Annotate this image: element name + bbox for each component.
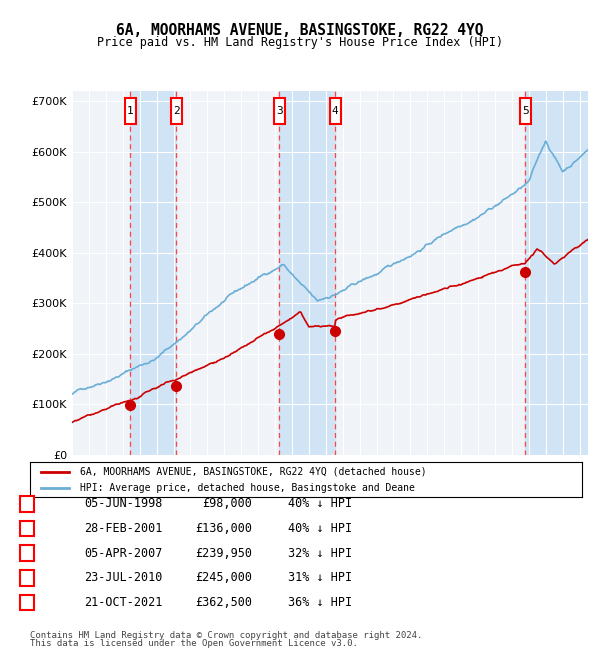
FancyBboxPatch shape bbox=[329, 98, 341, 124]
Text: £98,000: £98,000 bbox=[202, 497, 252, 510]
Text: Contains HM Land Registry data © Crown copyright and database right 2024.: Contains HM Land Registry data © Crown c… bbox=[30, 631, 422, 640]
Text: 2: 2 bbox=[23, 523, 31, 534]
Bar bbox=[130, 91, 176, 455]
Text: Price paid vs. HM Land Registry's House Price Index (HPI): Price paid vs. HM Land Registry's House … bbox=[97, 36, 503, 49]
Bar bbox=[280, 91, 335, 455]
Text: 4: 4 bbox=[332, 106, 338, 116]
Text: £239,950: £239,950 bbox=[195, 547, 252, 560]
Text: 05-JUN-1998: 05-JUN-1998 bbox=[84, 497, 163, 510]
Text: 31% ↓ HPI: 31% ↓ HPI bbox=[288, 571, 352, 584]
Text: 3: 3 bbox=[23, 548, 31, 558]
Text: 3: 3 bbox=[276, 106, 283, 116]
Text: 21-OCT-2021: 21-OCT-2021 bbox=[84, 596, 163, 609]
Text: 05-APR-2007: 05-APR-2007 bbox=[84, 547, 163, 560]
Text: 5: 5 bbox=[23, 597, 31, 608]
Text: 40% ↓ HPI: 40% ↓ HPI bbox=[288, 522, 352, 535]
Text: 4: 4 bbox=[23, 573, 31, 583]
Text: 1: 1 bbox=[127, 106, 134, 116]
Text: 1: 1 bbox=[23, 499, 31, 509]
Text: 6A, MOORHAMS AVENUE, BASINGSTOKE, RG22 4YQ (detached house): 6A, MOORHAMS AVENUE, BASINGSTOKE, RG22 4… bbox=[80, 467, 427, 476]
Text: 6A, MOORHAMS AVENUE, BASINGSTOKE, RG22 4YQ: 6A, MOORHAMS AVENUE, BASINGSTOKE, RG22 4… bbox=[116, 23, 484, 38]
Text: £136,000: £136,000 bbox=[195, 522, 252, 535]
Text: 32% ↓ HPI: 32% ↓ HPI bbox=[288, 547, 352, 560]
Text: 2: 2 bbox=[173, 106, 179, 116]
Text: £362,500: £362,500 bbox=[195, 596, 252, 609]
Text: 23-JUL-2010: 23-JUL-2010 bbox=[84, 571, 163, 584]
Bar bbox=[526, 91, 588, 455]
Text: 40% ↓ HPI: 40% ↓ HPI bbox=[288, 497, 352, 510]
Text: This data is licensed under the Open Government Licence v3.0.: This data is licensed under the Open Gov… bbox=[30, 639, 358, 648]
Text: £245,000: £245,000 bbox=[195, 571, 252, 584]
FancyBboxPatch shape bbox=[520, 98, 531, 124]
Text: 36% ↓ HPI: 36% ↓ HPI bbox=[288, 596, 352, 609]
FancyBboxPatch shape bbox=[274, 98, 285, 124]
Text: 5: 5 bbox=[522, 106, 529, 116]
FancyBboxPatch shape bbox=[125, 98, 136, 124]
Text: 28-FEB-2001: 28-FEB-2001 bbox=[84, 522, 163, 535]
FancyBboxPatch shape bbox=[170, 98, 182, 124]
Text: HPI: Average price, detached house, Basingstoke and Deane: HPI: Average price, detached house, Basi… bbox=[80, 484, 415, 493]
